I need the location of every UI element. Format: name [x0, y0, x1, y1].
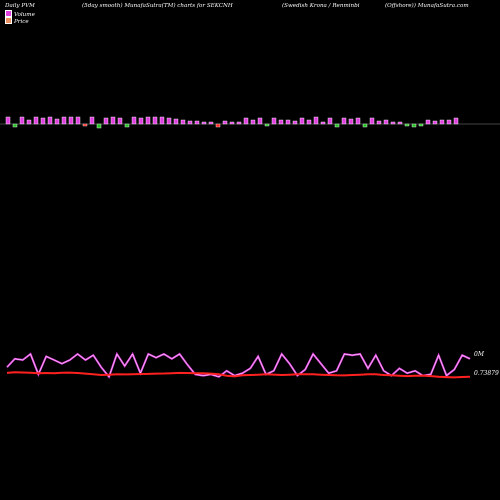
- volume-bar: [327, 117, 333, 125]
- volume-bar: [215, 123, 221, 128]
- volume-bar: [453, 117, 459, 125]
- volume-bar: [446, 119, 452, 125]
- volume-bar: [33, 116, 39, 125]
- volume-bar: [432, 120, 438, 125]
- volume-bar: [439, 119, 445, 125]
- volume-bar: [348, 118, 354, 125]
- volume-bar: [355, 117, 361, 125]
- volume-bar: [54, 118, 60, 125]
- volume-bar: [145, 116, 151, 125]
- volume-bar: [418, 123, 424, 127]
- volume-bar: [222, 120, 228, 125]
- volume-bar: [383, 119, 389, 125]
- chart-title-symbol: (Swedish Krona / Renminbi: [282, 3, 360, 9]
- volume-bar: [89, 116, 95, 125]
- volume-bar: [12, 123, 18, 128]
- volume-bar: [40, 117, 46, 125]
- volume-bar: [201, 121, 207, 125]
- volume-bar: [299, 117, 305, 125]
- volume-bar: [334, 123, 340, 128]
- volume-bar: [397, 121, 403, 125]
- volume-bar: [159, 116, 165, 125]
- volume-bar: [411, 123, 417, 128]
- volume-bar: [292, 120, 298, 125]
- volume-bar: [404, 123, 410, 127]
- volume-bar: [229, 121, 235, 125]
- volume-bar: [82, 123, 88, 127]
- volume-bar: [376, 120, 382, 125]
- volume-bar: [152, 116, 158, 125]
- volume-bar: [369, 117, 375, 125]
- volume-bar: [313, 116, 319, 125]
- volume-bar: [341, 117, 347, 125]
- volume-bar: [271, 117, 277, 125]
- volume-bar: [68, 116, 74, 125]
- legend-volume-swatch: [5, 10, 12, 17]
- volume-bar: [257, 117, 263, 125]
- volume-bar: [243, 117, 249, 125]
- legend-price: Price: [5, 17, 29, 25]
- volume-bar: [187, 120, 193, 125]
- price-line: [6, 371, 471, 379]
- volume-bar: [138, 117, 144, 125]
- volume-bar: [278, 119, 284, 125]
- volume-bar: [47, 116, 53, 125]
- volume-bar: [61, 116, 67, 125]
- chart-title-main: (5day smooth) MunafaSutra(TM) charts for…: [82, 3, 233, 9]
- volume-bar: [117, 117, 123, 125]
- legend-price-swatch: [5, 17, 12, 24]
- volume-bar: [390, 121, 396, 125]
- volume-bar: [194, 120, 200, 125]
- legend-price-label: Price: [14, 19, 29, 25]
- volume-bar: [208, 121, 214, 125]
- volume-bar: [306, 119, 312, 125]
- price-line-label: 0.73879: [474, 370, 499, 377]
- volume-bar: [285, 119, 291, 125]
- chart-title-site: (Offshore)) MunafaSutra.com: [385, 3, 469, 9]
- volume-bar: [180, 119, 186, 125]
- volume-bar: [173, 118, 179, 125]
- pvm-line-label: 0M: [474, 351, 485, 358]
- volume-bar: [96, 123, 102, 129]
- volume-bar: [320, 121, 326, 125]
- volume-bar: [5, 116, 11, 125]
- volume-bar: [19, 116, 25, 125]
- volume-bar: [166, 117, 172, 125]
- chart-title-left: Daily PVM: [5, 3, 35, 9]
- legend-volume: Volume: [5, 10, 35, 18]
- volume-bar: [110, 116, 116, 125]
- legend-volume-label: Volume: [14, 12, 35, 18]
- volume-bar: [362, 123, 368, 128]
- volume-bar: [264, 123, 270, 127]
- volume-bar: [250, 119, 256, 125]
- volume-bar: [131, 116, 137, 125]
- volume-bar: [236, 121, 242, 125]
- volume-bar: [124, 123, 130, 128]
- volume-bar: [425, 119, 431, 125]
- volume-bar: [103, 117, 109, 125]
- volume-bars: [5, 116, 459, 129]
- volume-bar: [26, 119, 32, 125]
- volume-bar: [75, 116, 81, 125]
